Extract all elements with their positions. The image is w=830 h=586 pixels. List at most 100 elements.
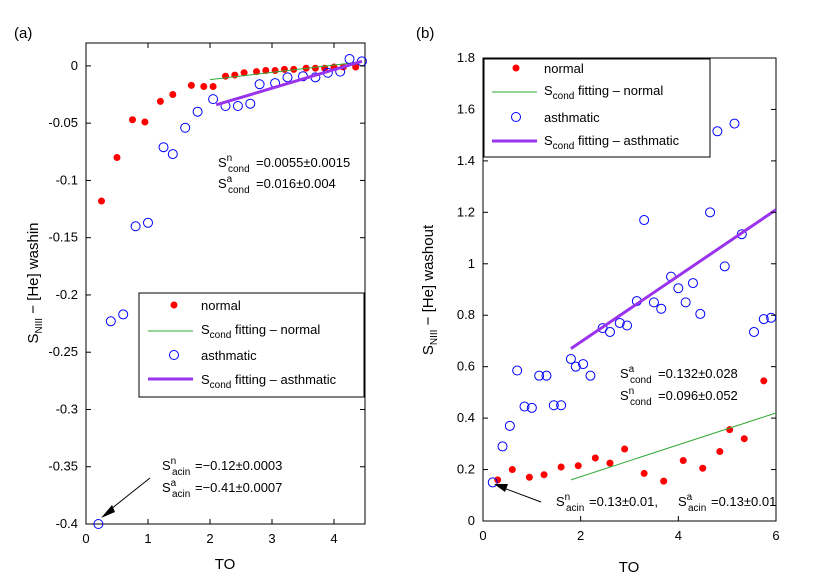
panel-a-point-normal-2 — [129, 116, 136, 124]
panel-b-point-normal-3 — [540, 471, 548, 479]
panel-a-legend-normal-fit-rest: fitting – normal — [231, 322, 320, 337]
panel-b-point-normal-5 — [574, 462, 582, 470]
panel-b-acin-n-value: =0.13±0.01, — [589, 494, 658, 509]
panel-b-annotation-cond-a: Sa cond =0.132±0.028 — [620, 364, 738, 386]
panel-b-y-tick-label-4: 0.8 — [457, 307, 475, 322]
panel-b-y-axis-label: SNIII − [He] washout — [420, 224, 440, 355]
panel-b-legend-asthmatic-label: asthmatic — [544, 110, 600, 125]
panel-a-cond-n-sup: n — [227, 153, 233, 164]
panel-b-point-asthmatic-9 — [556, 400, 567, 411]
panel-b-arrow — [494, 484, 542, 503]
panel-b-point-normal-0 — [494, 476, 502, 484]
panel-a-label: (a) — [14, 25, 32, 42]
panel-b-legend-asthmatic-fit-label: Scond fitting – asthmatic — [544, 133, 680, 152]
panel-a-point-asthmatic-5 — [158, 142, 169, 153]
panel-b-point-asthmatic-10 — [565, 353, 576, 364]
panel-b-point-asthmatic-13 — [585, 370, 596, 381]
panel-b-y-label-s: S — [420, 345, 437, 355]
panel-b-marks — [487, 118, 777, 488]
panel-b-fit-line-normal — [570, 412, 777, 481]
panel-a-x-axis-label: TO — [215, 556, 236, 573]
panel-b-y-label-rest: − [He] washout — [420, 224, 437, 329]
panel-b-point-asthmatic-25 — [687, 278, 698, 289]
svg-text:Sn: Sn — [620, 386, 634, 403]
panel-a-y-label-sub: NIII — [34, 318, 45, 334]
panel-b-y-tick-label-1: 0.2 — [457, 462, 475, 477]
panel-a-annotation-acin-n: Sn acin =−0.12±0.0003 — [162, 456, 282, 478]
panel-b-legend: normal Scond fitting – normal asthmatic … — [483, 58, 711, 158]
panel-a-legend-normal-fit-label: Scond fitting – normal — [201, 322, 320, 341]
panel-a-legend-normal-fit-s: S — [201, 322, 210, 337]
panel-a-point-normal-4 — [156, 97, 164, 105]
panel-a-point-normal-6 — [187, 81, 195, 89]
panel-a-point-asthmatic-9 — [208, 94, 219, 105]
panel-a-y-tick-label-3: -0.25 — [48, 344, 78, 359]
panel-b-y-tick-label-5: 1 — [468, 256, 475, 271]
panel-a-legend-normal-label: normal — [201, 298, 241, 313]
panel-a-cond-n-base: S — [218, 155, 227, 170]
panel-a-acin-a-sup: a — [171, 478, 177, 489]
svg-text:Sa: Sa — [678, 492, 693, 509]
panel-b-point-asthmatic-27 — [705, 207, 716, 218]
panel-b-legend-normal-fit-s: S — [544, 83, 553, 98]
panel-b-acin-a-sup: a — [687, 492, 693, 503]
panel-b-point-asthmatic-20 — [648, 297, 659, 308]
panel-a-point-normal-13 — [262, 66, 270, 74]
svg-text:Sa: Sa — [218, 174, 233, 191]
panel-b-point-normal-4 — [557, 463, 565, 471]
panel-a-point-normal-5 — [169, 91, 177, 99]
panel-a-point-normal-14 — [271, 66, 279, 74]
panel-a-x-tick-label-0: 0 — [82, 531, 89, 546]
panel-b-y-tick-label-3: 0.6 — [457, 359, 475, 374]
panel-a-point-asthmatic-7 — [180, 122, 191, 133]
panel-b-legend-normal-fit-sub: cond — [553, 91, 575, 102]
panel-a-y-label-rest: − [He] washin — [25, 222, 42, 317]
panel-b-point-normal-13 — [716, 448, 724, 456]
panel-b-acin-n-sub: acin — [566, 503, 584, 514]
panel-a-point-asthmatic-15 — [282, 72, 293, 83]
panel-b-x-tick-label-2: 4 — [675, 528, 682, 543]
panel-b-point-asthmatic-5 — [526, 402, 537, 413]
panel-b-cond-n-base: S — [620, 388, 629, 403]
panel-b-point-asthmatic-8 — [548, 400, 559, 411]
panel-a-y-tick-label-2: -0.3 — [56, 401, 78, 416]
panel-a-point-normal-1 — [113, 154, 121, 162]
panel-b-point-asthmatic-32 — [749, 326, 760, 337]
panel-a-legend-asthmatic-marker — [169, 350, 179, 360]
panel-a-x-tick-label-4: 4 — [330, 531, 337, 546]
panel-b-point-normal-9 — [640, 469, 648, 477]
panel-b-point-asthmatic-11 — [570, 361, 581, 372]
panel-a-x-tick-label-3: 3 — [268, 531, 275, 546]
panel-b-point-asthmatic-19 — [639, 215, 650, 226]
panel-b-y-tick-label-9: 1.8 — [457, 50, 475, 65]
panel-a-point-asthmatic-4 — [143, 217, 153, 228]
panel-b-x-tick-label-0: 0 — [479, 528, 486, 543]
panel-b-point-asthmatic-28 — [712, 126, 723, 137]
panel-a-y-axis-label: SNIII − [He] washin — [25, 222, 45, 343]
panel-b-point-normal-15 — [740, 435, 748, 443]
panel-a: (a) 0 1 2 3 4 -0.4 -0.35 -0.3 -0.25 -0.2 -0.15 -0.1… — [14, 25, 367, 573]
panel-a-cond-n-sub: cond — [228, 164, 250, 175]
panel-b-y-tick-label-8: 1.6 — [457, 101, 475, 116]
panel-a-acin-a-value: =−0.41±0.0007 — [195, 480, 282, 495]
panel-a-x-tick-label-2: 2 — [206, 531, 213, 546]
panel-b-point-asthmatic-23 — [673, 283, 684, 294]
panel-a-annotation-cond-a: Sa cond =0.016±0.004 — [218, 174, 336, 196]
panel-a-acin-n-base: S — [162, 458, 171, 473]
panel-b-point-normal-8 — [621, 445, 629, 453]
panel-b-point-asthmatic-21 — [656, 303, 667, 314]
panel-b: (b) 0 2 4 600.20.40.60.811.21.41.61.8 TO SN… — [416, 25, 780, 576]
panel-b-point-asthmatic-30 — [729, 118, 740, 129]
panel-b-point-normal-16 — [760, 377, 768, 385]
panel-a-y-tick-label-0: -0.4 — [56, 516, 78, 531]
panel-a-point-normal-10 — [231, 71, 239, 79]
panel-b-legend-normal-marker — [512, 64, 520, 72]
panel-a-legend-asthmatic-fit-label: Scond fitting – asthmatic — [201, 372, 337, 391]
panel-b-y-tick-label-0: 0 — [468, 513, 475, 528]
panel-b-legend-normal-fit-label: Scond fitting – normal — [544, 83, 663, 102]
panel-a-cond-a-base: S — [218, 176, 227, 191]
panel-a-point-asthmatic-3 — [130, 221, 141, 232]
panel-a-legend-asthmatic-fit-rest: fitting – asthmatic — [231, 372, 336, 387]
panel-a-acin-a-sub: acin — [172, 489, 190, 500]
